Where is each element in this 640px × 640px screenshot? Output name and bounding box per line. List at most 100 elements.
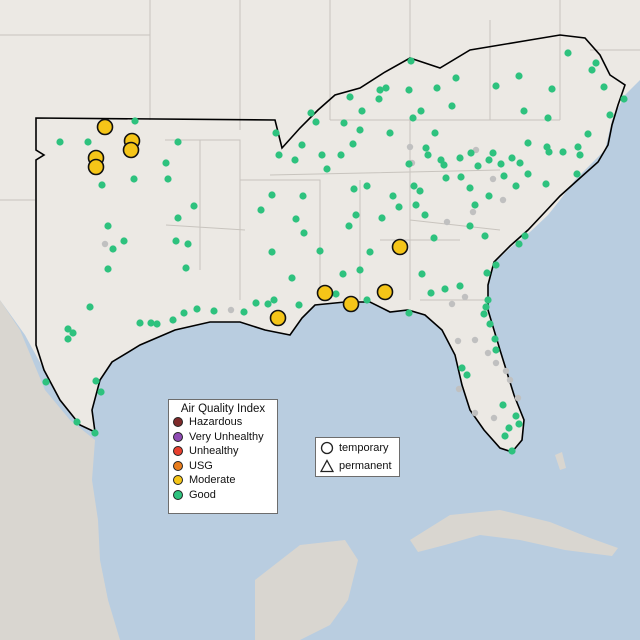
good-site-marker[interactable] xyxy=(356,266,364,274)
good-site-marker[interactable] xyxy=(252,299,260,307)
good-site-marker[interactable] xyxy=(312,118,320,126)
good-site-marker[interactable] xyxy=(300,229,308,237)
good-site-marker[interactable] xyxy=(73,418,81,426)
good-site-marker[interactable] xyxy=(407,57,415,65)
good-site-marker[interactable] xyxy=(452,74,460,82)
good-site-marker[interactable] xyxy=(307,109,315,117)
moderate-site-marker[interactable] xyxy=(376,283,394,301)
moderate-site-marker[interactable] xyxy=(122,141,140,159)
good-site-marker[interactable] xyxy=(174,214,182,222)
good-site-marker[interactable] xyxy=(483,269,491,277)
good-site-marker[interactable] xyxy=(153,320,161,328)
good-site-marker[interactable] xyxy=(316,247,324,255)
good-site-marker[interactable] xyxy=(405,86,413,94)
good-site-marker[interactable] xyxy=(515,420,523,428)
good-site-marker[interactable] xyxy=(98,181,106,189)
good-site-marker[interactable] xyxy=(497,160,505,168)
good-site-marker[interactable] xyxy=(431,129,439,137)
good-site-marker[interactable] xyxy=(109,245,117,253)
good-site-marker[interactable] xyxy=(456,154,464,162)
good-site-marker[interactable] xyxy=(264,300,272,308)
good-site-marker[interactable] xyxy=(508,447,516,455)
good-site-marker[interactable] xyxy=(292,215,300,223)
good-site-marker[interactable] xyxy=(291,156,299,164)
good-site-marker[interactable] xyxy=(480,310,488,318)
good-site-marker[interactable] xyxy=(491,335,499,343)
good-site-marker[interactable] xyxy=(184,240,192,248)
inactive-site-marker[interactable] xyxy=(489,175,497,183)
good-site-marker[interactable] xyxy=(257,206,265,214)
good-site-marker[interactable] xyxy=(440,161,448,169)
good-site-marker[interactable] xyxy=(505,424,513,432)
good-site-marker[interactable] xyxy=(386,129,394,137)
good-site-marker[interactable] xyxy=(508,154,516,162)
good-site-marker[interactable] xyxy=(346,93,354,101)
moderate-site-marker[interactable] xyxy=(269,309,287,327)
good-site-marker[interactable] xyxy=(466,184,474,192)
good-site-marker[interactable] xyxy=(299,192,307,200)
good-site-marker[interactable] xyxy=(56,138,64,146)
good-site-marker[interactable] xyxy=(499,401,507,409)
good-site-marker[interactable] xyxy=(268,248,276,256)
inactive-site-marker[interactable] xyxy=(514,394,522,402)
good-site-marker[interactable] xyxy=(64,335,72,343)
good-site-marker[interactable] xyxy=(363,182,371,190)
good-site-marker[interactable] xyxy=(405,160,413,168)
good-site-marker[interactable] xyxy=(471,201,479,209)
good-site-marker[interactable] xyxy=(588,66,596,74)
good-site-marker[interactable] xyxy=(564,49,572,57)
good-site-marker[interactable] xyxy=(424,151,432,159)
good-site-marker[interactable] xyxy=(272,129,280,137)
good-site-marker[interactable] xyxy=(162,159,170,167)
good-site-marker[interactable] xyxy=(492,82,500,90)
good-site-marker[interactable] xyxy=(458,364,466,372)
good-site-marker[interactable] xyxy=(323,165,331,173)
good-site-marker[interactable] xyxy=(418,270,426,278)
inactive-site-marker[interactable] xyxy=(406,143,414,151)
good-site-marker[interactable] xyxy=(288,274,296,282)
good-site-marker[interactable] xyxy=(190,202,198,210)
inactive-site-marker[interactable] xyxy=(455,385,463,393)
good-site-marker[interactable] xyxy=(169,316,177,324)
inactive-site-marker[interactable] xyxy=(490,414,498,422)
good-site-marker[interactable] xyxy=(295,301,303,309)
good-site-marker[interactable] xyxy=(463,371,471,379)
good-site-marker[interactable] xyxy=(131,117,139,125)
inactive-site-marker[interactable] xyxy=(471,409,479,417)
inactive-site-marker[interactable] xyxy=(472,146,480,154)
inactive-site-marker[interactable] xyxy=(454,337,462,345)
good-site-marker[interactable] xyxy=(544,114,552,122)
good-site-marker[interactable] xyxy=(410,182,418,190)
good-site-marker[interactable] xyxy=(268,191,276,199)
good-site-marker[interactable] xyxy=(559,148,567,156)
good-site-marker[interactable] xyxy=(210,307,218,315)
good-site-marker[interactable] xyxy=(120,237,128,245)
good-site-marker[interactable] xyxy=(417,107,425,115)
good-site-marker[interactable] xyxy=(366,248,374,256)
good-site-marker[interactable] xyxy=(606,111,614,119)
good-site-marker[interactable] xyxy=(457,173,465,181)
good-site-marker[interactable] xyxy=(64,325,72,333)
good-site-marker[interactable] xyxy=(421,211,429,219)
good-site-marker[interactable] xyxy=(86,303,94,311)
good-site-marker[interactable] xyxy=(515,240,523,248)
good-site-marker[interactable] xyxy=(270,296,278,304)
good-site-marker[interactable] xyxy=(456,282,464,290)
good-site-marker[interactable] xyxy=(516,159,524,167)
good-site-marker[interactable] xyxy=(352,211,360,219)
good-site-marker[interactable] xyxy=(466,222,474,230)
good-site-marker[interactable] xyxy=(442,174,450,182)
good-site-marker[interactable] xyxy=(489,149,497,157)
good-site-marker[interactable] xyxy=(378,214,386,222)
inactive-site-marker[interactable] xyxy=(448,300,456,308)
good-site-marker[interactable] xyxy=(433,84,441,92)
good-site-marker[interactable] xyxy=(84,138,92,146)
good-site-marker[interactable] xyxy=(548,85,556,93)
good-site-marker[interactable] xyxy=(382,84,390,92)
moderate-site-marker[interactable] xyxy=(316,284,334,302)
good-site-marker[interactable] xyxy=(485,156,493,164)
inactive-site-marker[interactable] xyxy=(101,240,109,248)
good-site-marker[interactable] xyxy=(573,170,581,178)
good-site-marker[interactable] xyxy=(542,180,550,188)
good-site-marker[interactable] xyxy=(340,119,348,127)
